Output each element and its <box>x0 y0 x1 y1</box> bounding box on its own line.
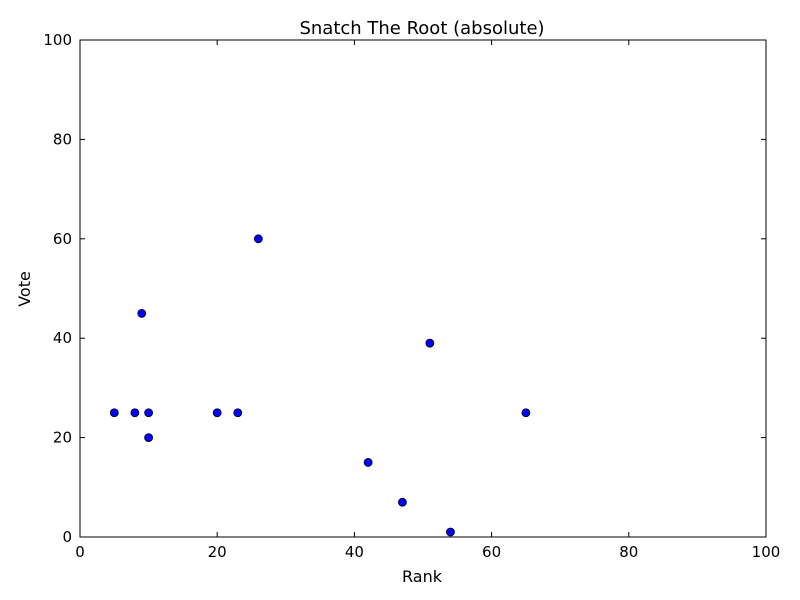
data-point <box>137 308 147 318</box>
x-tick-label: 40 <box>345 543 364 561</box>
data-point <box>130 408 140 418</box>
x-tick-label: 80 <box>619 543 638 561</box>
y-tick-label: 100 <box>43 31 72 49</box>
y-tick-label: 20 <box>53 429 72 447</box>
data-point <box>521 408 531 418</box>
data-point <box>398 497 407 507</box>
data-point <box>253 234 263 244</box>
data-point <box>233 408 243 418</box>
data-point <box>144 408 154 418</box>
data-point <box>109 408 119 418</box>
data-points <box>109 234 531 537</box>
plot-area <box>80 40 766 537</box>
y-axis-label: Vote <box>15 271 34 307</box>
x-tick-label: 60 <box>482 543 501 561</box>
y-tick-label: 40 <box>53 329 72 347</box>
data-point <box>212 408 222 418</box>
data-point <box>363 458 373 467</box>
data-point <box>446 527 455 537</box>
x-tick-label: 20 <box>208 543 227 561</box>
x-tick-label: 100 <box>752 543 781 561</box>
x-tick-label: 0 <box>75 543 85 561</box>
x-axis-label: Rank <box>402 567 443 586</box>
y-tick-label: 0 <box>62 528 72 546</box>
data-point <box>425 338 435 348</box>
y-tick-label: 80 <box>53 130 72 148</box>
chart-title: Snatch The Root (absolute) <box>299 18 544 39</box>
plot-frame <box>79 39 767 538</box>
y-tick-label: 60 <box>53 230 72 248</box>
data-point <box>144 433 154 443</box>
tick-labels: 0 20 40 60 80 100 0 20 40 60 80 100 <box>43 31 780 561</box>
